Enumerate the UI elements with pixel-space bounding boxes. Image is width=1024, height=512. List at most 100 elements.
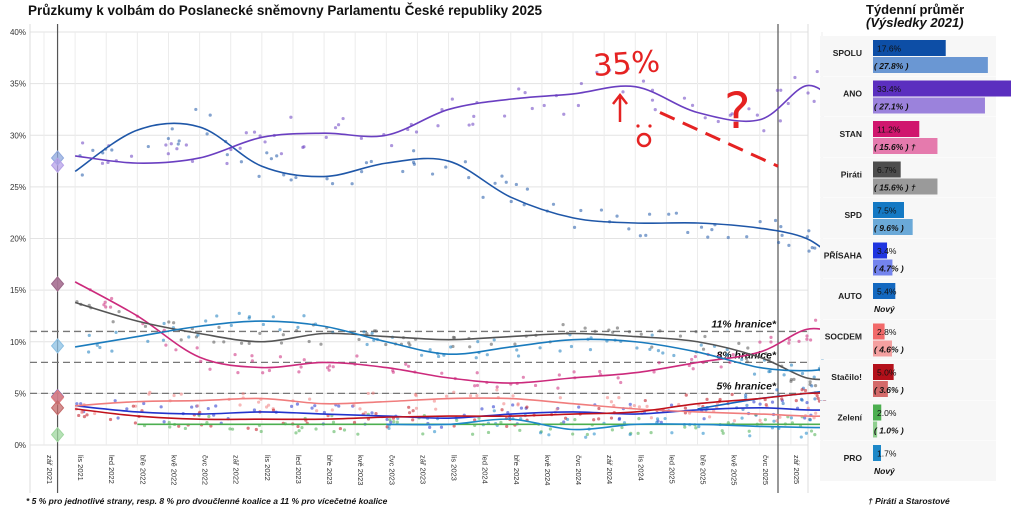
poll-dot xyxy=(365,342,369,347)
poll-dot xyxy=(481,195,485,199)
y-tick-label: 0% xyxy=(14,441,26,450)
poll-dot xyxy=(793,75,797,80)
poll-dot xyxy=(816,396,820,401)
poll-dot xyxy=(815,393,819,398)
poll-dot xyxy=(215,314,219,318)
poll-dot xyxy=(452,390,456,394)
poll-dot xyxy=(732,419,737,423)
trend-line-piráti xyxy=(74,301,838,381)
poll-dot xyxy=(506,410,510,415)
poll-dot xyxy=(212,340,216,344)
poll-dot xyxy=(114,330,118,335)
poll-dot xyxy=(607,328,611,332)
poll-dot xyxy=(694,330,698,334)
poll-dot xyxy=(324,135,328,140)
poll-dot xyxy=(803,388,808,393)
annotation-arrow xyxy=(612,92,628,122)
poll-dot xyxy=(800,371,805,376)
x-tick-label: led 2023 xyxy=(294,455,303,484)
poll-dot xyxy=(808,417,812,422)
poll-dot xyxy=(787,243,791,247)
poll-dot xyxy=(778,415,782,419)
poll-dot xyxy=(125,407,129,411)
poll-dot xyxy=(517,87,521,91)
poll-dot xyxy=(571,432,575,436)
weekly-average-bar xyxy=(873,80,1011,97)
poll-dot xyxy=(627,330,632,334)
poll-dot xyxy=(655,417,660,421)
chart-title: Průzkumy k volbám do Poslanecké sněmovny… xyxy=(28,3,542,18)
poll-dot xyxy=(390,143,394,148)
poll-dot xyxy=(772,419,776,423)
poll-dot xyxy=(632,404,636,408)
weekly-average-title-main: Týdenní průměr xyxy=(866,2,965,17)
party-label: Piráti xyxy=(841,170,862,180)
poll-dot xyxy=(471,122,475,126)
poll-dot xyxy=(555,407,559,411)
poll-dot xyxy=(302,145,306,149)
poll-dot xyxy=(75,402,79,406)
poll-dot xyxy=(87,333,91,337)
poll-dot xyxy=(93,411,97,416)
poll-dot xyxy=(538,431,543,435)
poll-dot xyxy=(585,432,589,437)
weekly-average-title: Týdenní průměr (Výsledky 2021) xyxy=(866,3,964,29)
poll-dot xyxy=(159,405,163,409)
poll-dot xyxy=(407,405,411,409)
poll-dot xyxy=(627,227,631,231)
poll-dot xyxy=(562,112,566,116)
poll-dot xyxy=(690,103,695,107)
poll-dot xyxy=(813,433,817,437)
weekly-average-value: 5.4% xyxy=(877,287,897,297)
poll-dot xyxy=(477,416,481,420)
poll-dot xyxy=(648,347,652,352)
party-label: Zelení xyxy=(837,413,862,423)
poll-dot xyxy=(609,400,614,404)
poll-dot xyxy=(813,397,817,401)
poll-dot xyxy=(716,119,720,124)
poll-dot xyxy=(471,432,475,436)
poll-dot xyxy=(419,353,424,357)
poll-dot xyxy=(502,402,506,406)
weekly-average-bar xyxy=(873,40,946,56)
poll-dot xyxy=(720,429,724,433)
poll-dot xyxy=(257,400,261,404)
weekly-row-bg xyxy=(820,360,996,400)
poll-dot xyxy=(331,420,336,424)
poll-dot xyxy=(533,383,538,388)
poll-dot xyxy=(805,334,809,338)
poll-dot xyxy=(707,415,712,419)
poll-dot xyxy=(295,329,299,333)
poll-dot xyxy=(744,395,748,400)
poll-dot xyxy=(297,429,301,433)
party-label: PŘÍSAHA xyxy=(824,250,862,261)
election-result-value: Nový xyxy=(874,304,896,314)
poll-dot xyxy=(432,430,437,434)
poll-dot xyxy=(721,431,725,435)
poll-dot xyxy=(358,407,362,411)
poll-dot xyxy=(787,341,791,345)
poll-dot xyxy=(296,325,300,329)
poll-dot xyxy=(238,403,242,407)
poll-dot xyxy=(572,225,577,229)
poll-dot xyxy=(279,341,284,345)
poll-dot xyxy=(205,421,209,425)
election-result-value: ( 3.6% ) xyxy=(874,385,904,395)
poll-dot xyxy=(414,406,419,410)
poll-dot xyxy=(319,342,323,346)
poll-dot xyxy=(261,371,265,375)
poll-dot xyxy=(412,149,416,153)
poll-dot xyxy=(726,421,730,425)
poll-dot xyxy=(463,160,467,164)
poll-dot xyxy=(492,338,496,342)
poll-dot xyxy=(166,152,170,156)
election-result-value: ( 15.6% ) † xyxy=(874,183,916,193)
election-result-bar xyxy=(873,219,913,235)
poll-dot xyxy=(573,418,577,422)
poll-dot xyxy=(110,296,114,301)
poll-dot xyxy=(80,410,85,414)
poll-dot xyxy=(161,338,166,342)
poll-dot xyxy=(257,174,261,178)
poll-dot xyxy=(237,311,241,315)
election-marker-zeleni xyxy=(50,426,65,443)
